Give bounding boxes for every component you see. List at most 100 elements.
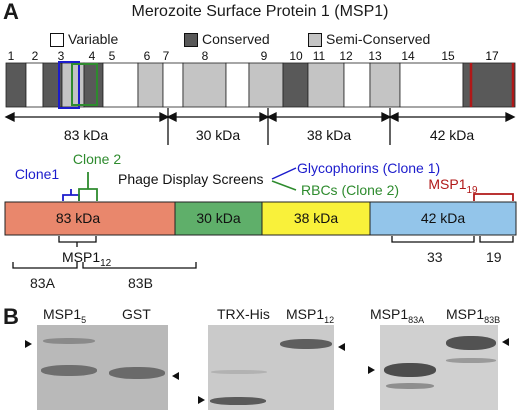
processed-fragment-bar: 83 kDa 30 kDa 38 kDa 42 kDa [4,201,517,236]
figure-title: Merozoite Surface Protein 1 (MSP1) [131,3,389,20]
domain-blocks [5,62,516,108]
sub33-bracket [391,236,475,243]
legend-semiconserved-label: Semi-Conserved [326,31,431,47]
gel3-image [380,325,498,410]
domain-block-15 [369,62,401,108]
gel1-lane2-label: GST [122,306,151,322]
domain-number-7: 7 [163,49,170,63]
domain-block-5 [83,62,104,108]
domain-number-9: 9 [261,49,268,63]
sub33-label: 33 [427,249,443,265]
domain-number-4: 4 [89,49,96,63]
domain-block-12 [282,62,309,108]
legend-conserved-label: Conserved [202,31,270,47]
fragment-30-label: 30 kDa [196,127,241,143]
domain-block-10 [225,62,250,108]
domain-number-5: 5 [109,49,116,63]
clone1-bracket [62,189,80,201]
fragment-dividers [167,108,391,145]
legend-variable-label: Variable [68,31,119,47]
phage-display-label: Phage Display Screens [118,171,264,187]
gel1-band-gst [109,367,165,379]
bar-segment-label-4: 42 kDa [421,210,466,226]
domain-block-9 [182,62,227,108]
domain-number-13: 13 [368,49,382,63]
bar-segment-label-3: 38 kDa [294,210,339,226]
gel1-lane1-label: MSP15 [43,306,87,325]
sub19-label: 19 [486,249,502,265]
domain-block-13 [307,62,345,108]
domain-block-16 [399,62,464,108]
gel3-lane1-label: MSP183A [370,306,425,325]
domain-block-numbers: 1 2 3 4 5 6 7 8 9 10 11 12 13 14 15 17 [8,49,499,63]
panel-b-letter: B [3,304,19,329]
msp1-diagram: 1 2 3 4 5 6 7 8 9 10 11 12 13 14 15 17 83 kDa 30 kDa 38… [4,49,517,269]
domain-block-8 [162,62,184,108]
bar-segment-label-1: 83 kDa [56,210,101,226]
legend-variable-swatch [50,33,64,47]
gel2-band-trxhis [210,397,266,405]
domain-number-15: 15 [441,49,455,63]
gel1-arrow-left-icon [25,340,32,348]
bar-segment-2 [174,201,263,236]
domain-block-7 [137,62,164,108]
sub19-bracket [479,236,514,243]
domain-block-11 [248,62,284,108]
gel3-lane2-label: MSP183B [446,306,501,325]
gel3-arrow-right-icon [502,338,509,346]
clone2-label: Clone 2 [73,151,121,167]
msp119-label: MSP119 [428,176,478,196]
legend-semiconserved-swatch [308,33,322,47]
bar-segment-3 [261,201,371,236]
clone2-region-box [71,63,98,106]
sub83a-bracket [12,262,78,269]
panel-a-letter: A [3,0,19,24]
gel1-band-faint [43,338,95,344]
fragment-38-label: 38 kDa [307,127,352,143]
gel3-band-83b-faint [446,358,496,363]
domain-number-10: 10 [289,49,303,63]
gel2-arrow-left-icon [198,396,205,404]
gel3-band-msp183a [384,363,436,377]
fragment-42-label: 42 kDa [430,127,475,143]
fragment-83-label: 83 kDa [64,127,109,143]
glycophorins-connector [271,167,297,180]
domain-block-1 [5,62,27,108]
domain-block-14 [343,62,371,108]
sub83b-label: 83B [128,275,153,291]
domain-block-6 [102,62,139,108]
domain-number-8: 8 [202,49,209,63]
domain-number-17: 17 [485,49,499,63]
legend-conserved-swatch [184,33,198,47]
domain-number-2: 2 [32,49,39,63]
gel2-lane1-label: TRX-His [217,306,270,322]
msp112-sub: 12 [100,258,112,269]
gel2-band-faint [211,370,267,374]
bar-segment-4 [369,201,517,236]
msp112-bracket [58,236,97,247]
domain-number-6: 6 [144,49,151,63]
sub83b-bracket [82,262,197,269]
msp112-label: MSP112 [62,249,112,269]
gel1-arrow-right-icon [172,372,179,380]
gel1-image [37,325,168,410]
glycophorins-label: Glycophorins (Clone 1) [297,160,440,176]
msp112-base: MSP1 [62,249,100,265]
domain-number-14: 14 [401,49,415,63]
msp119-sub: 19 [467,185,479,196]
rbcs-label: RBCs (Clone 2) [301,182,399,198]
domain-number-3: 3 [58,49,65,63]
gel2-band-msp112 [280,339,332,349]
msp119-base: MSP1 [428,176,466,192]
gel3-arrow-left-icon [368,366,375,374]
bar-segment-1 [4,201,176,236]
gel1-band-msp15 [41,365,97,376]
rbcs-connector [271,180,297,191]
bar-segment-label-2: 30 kDa [196,210,241,226]
domain-number-11: 11 [313,49,326,63]
msp119-bracket [473,193,514,201]
gel2-lane2-label: MSP112 [286,306,335,325]
gel3-band-83a-faint [386,383,434,389]
clone2-bracket [78,172,98,201]
fragment-arrows [4,111,516,123]
